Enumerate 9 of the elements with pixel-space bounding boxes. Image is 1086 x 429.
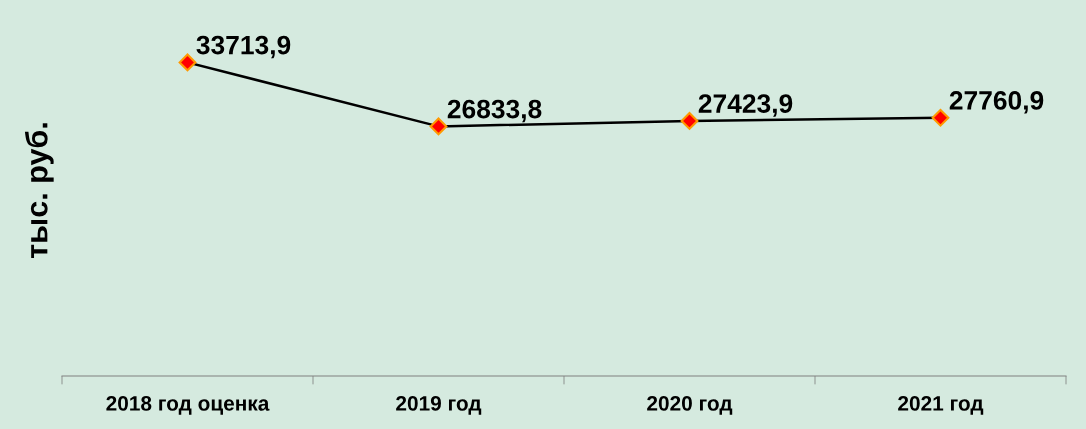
x-tick-label: 2020 год xyxy=(647,395,733,415)
data-label: 27423,9 xyxy=(698,94,793,117)
x-tick-label: 2019 год xyxy=(396,395,482,415)
data-label: 33713,9 xyxy=(196,35,291,59)
x-tick-label: 2021 год xyxy=(898,395,984,415)
data-label: 27760,9 xyxy=(949,91,1044,114)
x-tick-label: 2018 год оценка xyxy=(106,395,270,415)
data-label: 26833,8 xyxy=(447,99,542,123)
y-axis-title: тыс. руб. xyxy=(24,123,54,258)
